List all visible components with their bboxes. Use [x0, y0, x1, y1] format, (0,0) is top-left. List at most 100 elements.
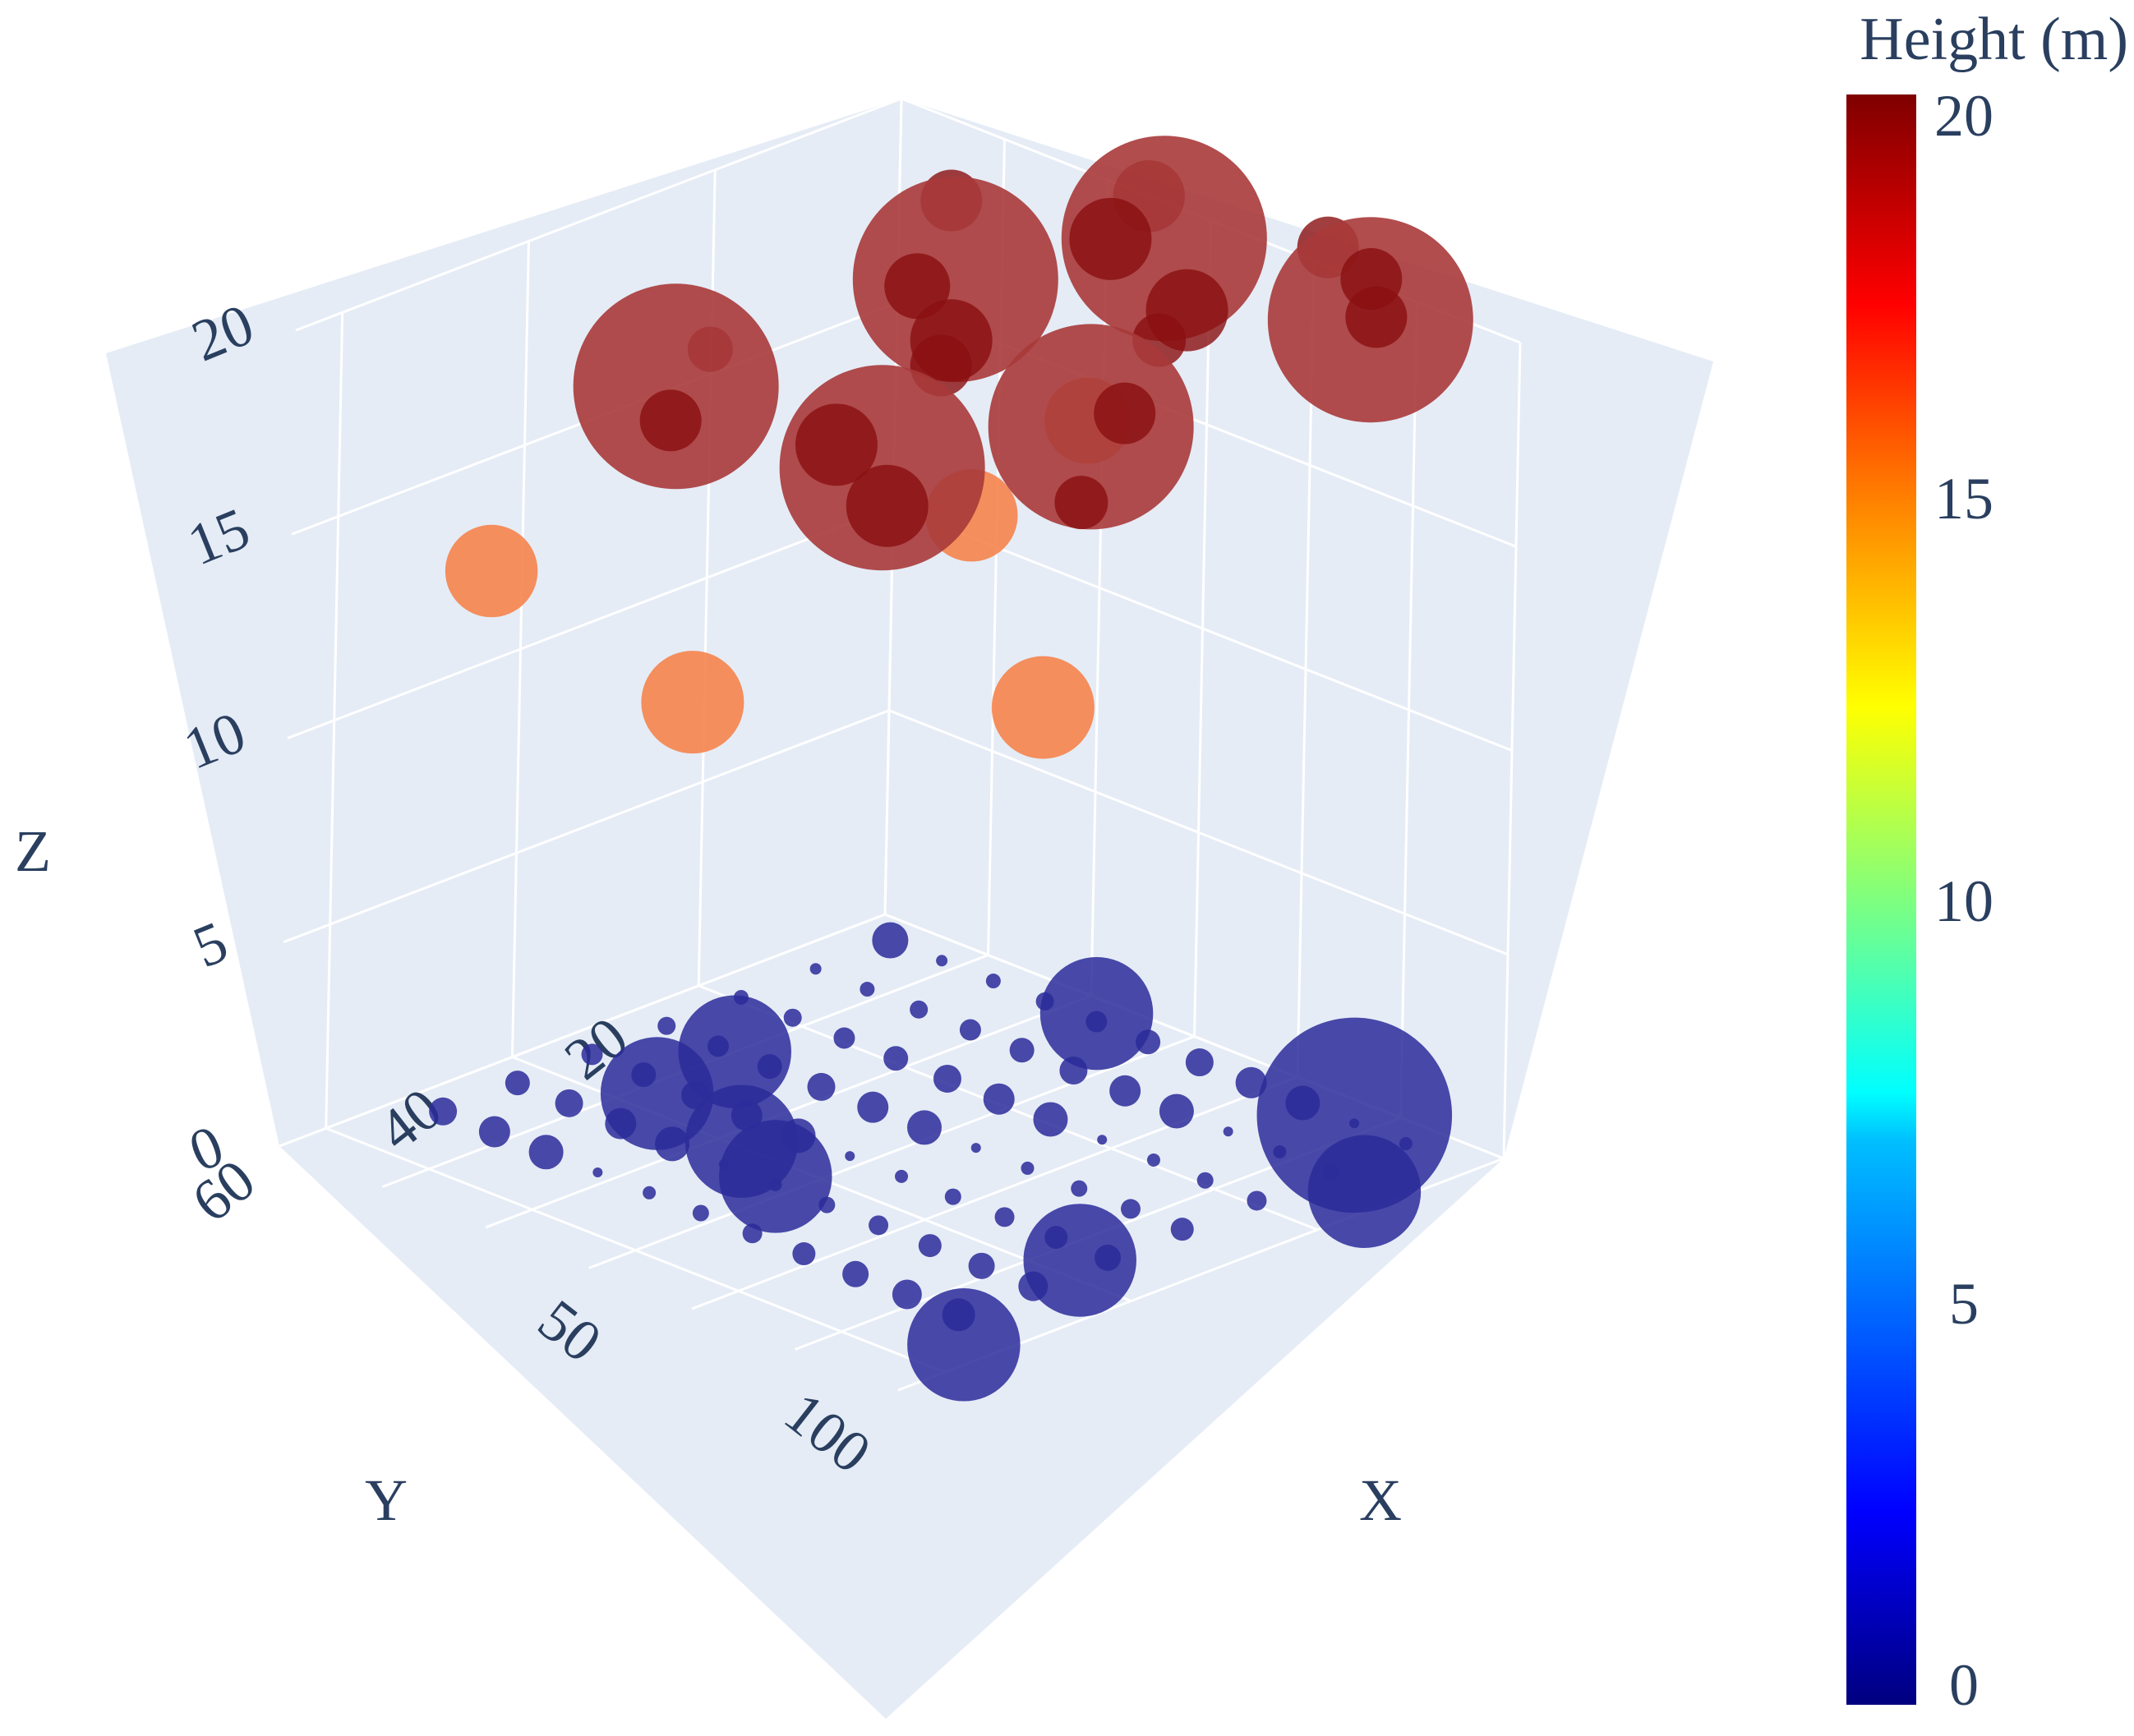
marker-ground-points-8 [907, 1288, 1021, 1402]
marker-small-crowns-16 [1054, 476, 1108, 530]
marker-small-crowns-9 [795, 403, 878, 486]
marker-large-crowns-0 [852, 177, 1058, 383]
floor-dot-110-53 [942, 1298, 975, 1332]
floor-dot-50-37 [781, 1118, 816, 1153]
floor-dot-90-5 [1285, 1085, 1320, 1121]
floor-dot-40-45 [655, 1126, 690, 1162]
grid-floor-x-80 [691, 1075, 1298, 1310]
floor-dot-50-53 [643, 1186, 657, 1200]
floor-dot-110-29 [1170, 1218, 1194, 1241]
floor-dot-10-5 [872, 922, 909, 959]
colorbar-tick-20: 20 [1934, 83, 1993, 149]
floor-dot-30-53 [528, 1135, 564, 1170]
floor-dot-70-5 [1185, 1048, 1214, 1077]
floor-dot-50-45 [718, 1159, 729, 1170]
floor-dot-80-53 [792, 1242, 816, 1266]
x-axis-title: X [1359, 1467, 1402, 1533]
z-tick-5: 5 [184, 909, 236, 981]
marker-large-crowns-1 [573, 283, 779, 490]
floor-dot-90-37 [994, 1207, 1015, 1227]
floor-dot-110-13 [1323, 1163, 1340, 1181]
floor-dot-20-53 [478, 1116, 510, 1148]
grid-rightwall-z-5 [888, 709, 1509, 956]
colorbar-tick-10: 10 [1934, 868, 1993, 934]
floor-dot-50-13 [1009, 1038, 1035, 1063]
floor-dot-110-21 [1247, 1190, 1267, 1211]
floor-dot-30-13 [910, 1000, 929, 1019]
marker-small-crowns-10 [846, 464, 929, 547]
floor-dot-70-29 [970, 1143, 981, 1153]
grid-leftwall-z-5 [283, 709, 890, 944]
floor-dot-80-13 [1159, 1094, 1194, 1129]
floor-dot-60-13 [1059, 1057, 1088, 1085]
floor-dot-70-13 [1109, 1075, 1141, 1107]
floor-dot-110-45 [1018, 1271, 1049, 1301]
grid-leftwall-z-20 [295, 97, 902, 332]
floor-dot-90-45 [918, 1234, 942, 1258]
floor-dot-100-53 [892, 1279, 922, 1310]
floor-dot-40-53 [592, 1167, 603, 1178]
floor-dot-40-29 [807, 1072, 836, 1101]
floor-dot-20-5 [936, 955, 948, 967]
floor-dot-60-29 [906, 1110, 942, 1145]
floor-dot-80-29 [1021, 1161, 1035, 1175]
floor-dot-110-37 [1095, 1244, 1122, 1271]
floor-dot-100-45 [968, 1252, 995, 1279]
floor-dot-70-45 [818, 1196, 836, 1213]
floor-dot-10-37 [581, 1043, 603, 1066]
floor-dot-20-21 [783, 1008, 802, 1027]
floor-dot-10-13 [809, 963, 822, 975]
z-axis-title: Z [15, 818, 51, 884]
floor-dot-30-21 [833, 1027, 855, 1049]
floor-dot-20-13 [860, 982, 875, 997]
marker-small-crowns-6 [1069, 197, 1152, 280]
floor-dot-60-53 [692, 1204, 709, 1222]
floor-dot-20-45 [555, 1089, 583, 1117]
floor-dot-90-21 [1146, 1153, 1160, 1167]
marker-small-crowns-8 [910, 299, 993, 382]
floor-dot-60-21 [983, 1083, 1015, 1115]
floor-dot-30-29 [757, 1054, 782, 1080]
floor-dot-100-37 [1044, 1226, 1068, 1250]
floor-dot-60-5 [1136, 1029, 1161, 1055]
floor-dot-100-5 [1349, 1118, 1360, 1129]
marker-small-crowns-1 [884, 253, 951, 320]
floor-dot-80-37 [944, 1188, 961, 1205]
colorbar-gradient [1846, 94, 1916, 1705]
data-markers [429, 136, 1473, 1402]
floor-dot-20-37 [631, 1062, 657, 1088]
floor-dot-70-53 [742, 1223, 763, 1244]
floor-dot-100-21 [1196, 1172, 1214, 1189]
grid-leftwall-z-0 [279, 913, 886, 1148]
marker-mid-crowns-2 [641, 651, 744, 754]
floor-dot-70-37 [895, 1169, 909, 1183]
floor-dot-70-21 [1033, 1102, 1068, 1137]
floor-dot-40-21 [883, 1046, 909, 1071]
floor-dot-50-21 [933, 1064, 961, 1093]
marker-large-crowns-5 [988, 324, 1194, 530]
floor-dot-80-45 [869, 1215, 889, 1236]
floor-dot-30-37 [681, 1080, 710, 1109]
floor-dot-100-29 [1120, 1199, 1141, 1219]
floor-dot-50-29 [857, 1091, 889, 1123]
colorbar-tick-15: 15 [1934, 466, 1993, 532]
floor-dot-40-5 [1035, 992, 1054, 1011]
floor-dot-30-5 [985, 974, 1001, 989]
marker-small-crowns-15 [1094, 382, 1156, 444]
floor-dot-60-37 [845, 1151, 855, 1162]
marker-ground-points-2 [1307, 1135, 1422, 1249]
floor-dot-10-53 [429, 1097, 458, 1126]
marker-mid-crowns-4 [991, 656, 1095, 759]
floor-dot-100-13 [1273, 1145, 1287, 1159]
floor-dot-80-21 [1097, 1135, 1108, 1145]
floor-dot-20-29 [707, 1035, 729, 1057]
colorbar-title: Height (m) [1860, 6, 2128, 73]
marker-small-crowns-13 [1345, 286, 1408, 348]
floor-dot-90-13 [1223, 1126, 1233, 1137]
floor-dot-40-13 [959, 1019, 981, 1041]
grid-floor-y-60 [325, 1126, 946, 1374]
floor-dot-90-53 [842, 1260, 869, 1287]
grid-floor-x-60 [588, 1035, 1196, 1269]
floor-dot-10-21 [733, 989, 749, 1005]
